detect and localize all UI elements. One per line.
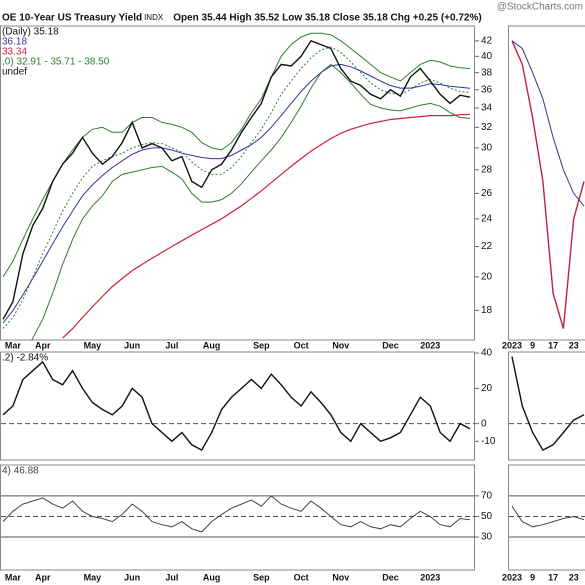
rsi-panel [0,464,475,571]
side-rsi-panel [508,464,585,571]
x-tick-label: Aug [203,572,221,582]
quote: Open 35.44 High 35.52 Low 35.18 Close 35… [173,13,481,24]
price-panel [0,25,475,341]
band-line [2,32,471,278]
x-tick-label: Oct [294,340,309,350]
y-tick-label: 40 [481,51,493,62]
y-tick-label: 50 [481,511,493,522]
x-tick-label: 2023 [420,340,440,350]
roc-panel [0,351,475,461]
x-tick-label: Jul [165,572,178,582]
y-tick-label: 20 [481,272,493,283]
y-tick-label: 32 [481,122,493,133]
x-tick-label: Sep [253,340,270,350]
watermark: @StockCharts.com [497,2,583,13]
y-tick-label: 18 [481,305,493,316]
x-tick-label: Dec [382,340,399,350]
y-tick-label: 70 [481,491,493,502]
y-tick-label: 20 [481,383,493,394]
series-line [2,63,471,324]
chart-title: OE 10-Year US Treasury Yield [2,13,142,24]
legend-entry: .2) -2.84% [2,353,48,364]
side-line [511,356,585,452]
x-tick-label: May [84,572,102,582]
y-tick-label: 28 [481,164,493,175]
x-tick-label: Sep [253,572,270,582]
x-tick-label: Jun [124,572,140,582]
y-tick-label: 24 [481,213,493,224]
x-tick-label: 23 [569,572,579,582]
side-line [511,40,585,207]
x-tick-label: Aug [203,340,221,350]
band-line [31,63,471,340]
x-tick-label: Nov [332,340,349,350]
series-line [2,360,471,452]
x-tick-label: Jul [165,340,178,350]
side-price-panel [508,25,585,341]
y-tick-label: 34 [481,103,493,114]
side-line [511,40,585,329]
y-tick-label: -10 [481,436,496,447]
x-tick-label: 2023 [502,572,522,582]
y-tick-label: 22 [481,241,493,252]
series-line [2,495,471,533]
x-tick-label: May [84,340,102,350]
y-tick-label: 36 [481,84,493,95]
x-tick-label: 17 [548,340,558,350]
legend-entry: 36.18 [2,37,27,48]
x-tick-label: 17 [548,572,558,582]
x-tick-label: 2023 [420,572,440,582]
x-tick-label: Nov [332,572,349,582]
annotation: undef [2,67,27,78]
chart-subtitle: INDX [144,13,164,22]
legend-entry: ,0) 32.91 - 35.71 - 38.50 [2,57,110,68]
side-roc-panel [508,351,585,461]
x-tick-label: Apr [35,572,51,582]
x-tick-label: 9 [530,340,535,350]
y-tick-label: 42 [481,35,493,46]
x-tick-label: Mar [5,340,22,350]
series-line [2,39,471,320]
y-tick-label: 38 [481,67,493,78]
y-tick-label: 40 [481,348,493,359]
x-tick-label: Apr [35,340,51,350]
y-tick-label: 26 [481,188,493,199]
band-middle [2,46,471,329]
y-tick-label: 30 [481,532,493,543]
x-tick-label: Oct [294,572,309,582]
x-tick-label: Dec [382,572,399,582]
x-tick-label: Jun [124,340,140,350]
legend-entry: (Daily) 35.18 [2,27,59,38]
legend-entry: 33.34 [2,47,27,58]
y-tick-label: 0 [481,418,487,429]
series-line [62,113,471,339]
side-line [511,505,585,528]
y-tick-label: 30 [481,142,493,153]
x-tick-label: 9 [530,572,535,582]
x-tick-label: Mar [5,572,22,582]
legend-entry: 4) 46.88 [2,466,39,477]
x-tick-label: 2023 [502,340,522,350]
x-tick-label: 23 [569,340,579,350]
